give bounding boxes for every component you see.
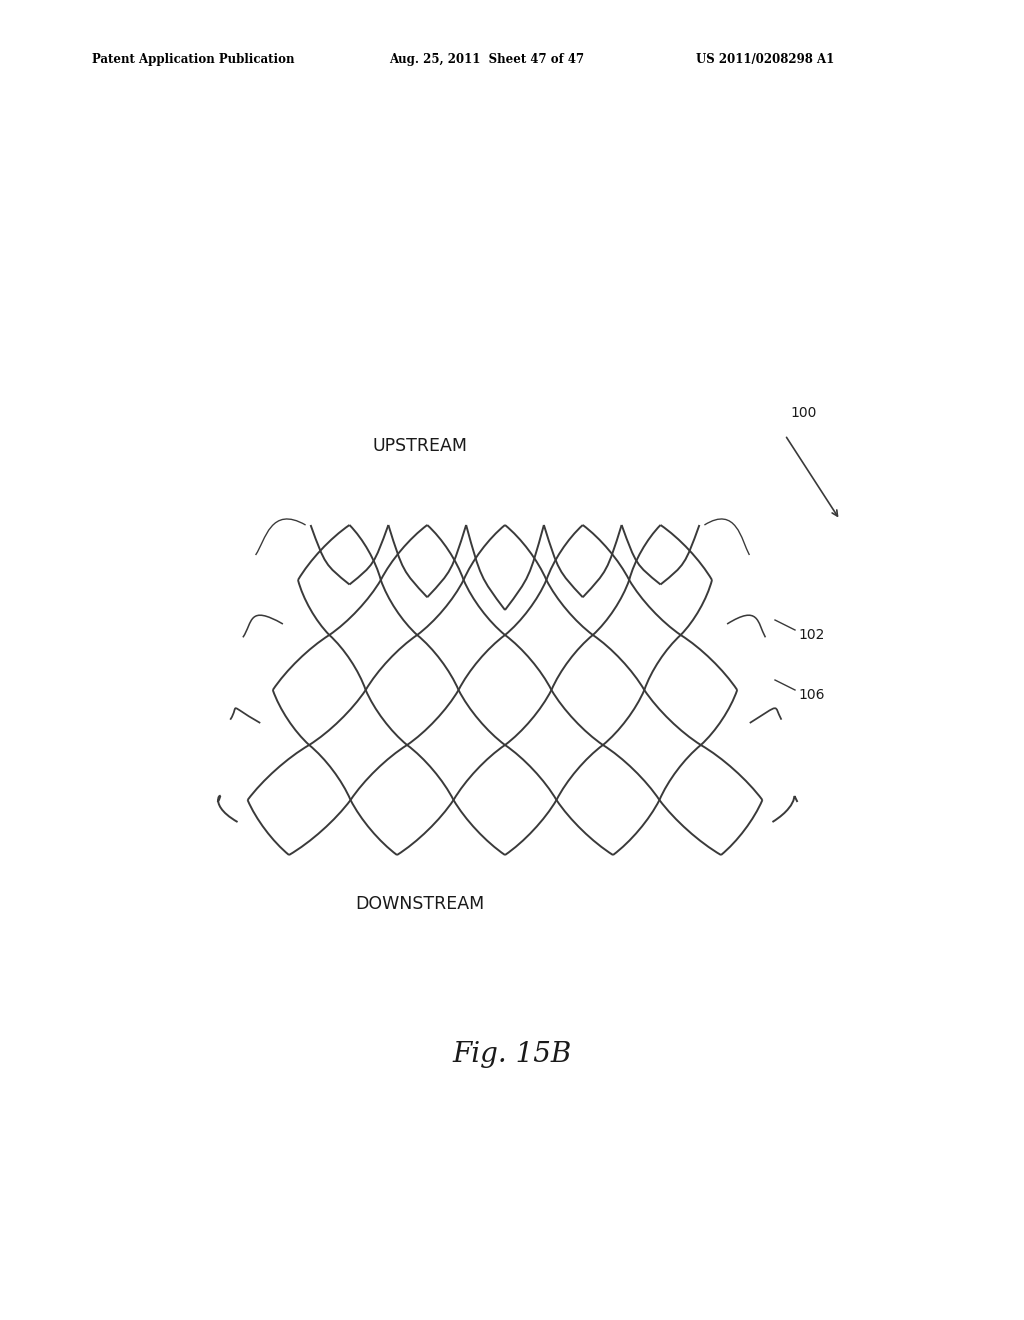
Text: 100: 100 xyxy=(790,407,816,420)
Text: Aug. 25, 2011  Sheet 47 of 47: Aug. 25, 2011 Sheet 47 of 47 xyxy=(389,53,585,66)
Text: DOWNSTREAM: DOWNSTREAM xyxy=(355,895,484,913)
Text: US 2011/0208298 A1: US 2011/0208298 A1 xyxy=(696,53,835,66)
Text: 102: 102 xyxy=(798,628,824,642)
Text: Fig. 15B: Fig. 15B xyxy=(453,1041,571,1068)
Text: 106: 106 xyxy=(798,688,824,702)
Text: UPSTREAM: UPSTREAM xyxy=(373,437,468,455)
Text: Patent Application Publication: Patent Application Publication xyxy=(92,53,295,66)
